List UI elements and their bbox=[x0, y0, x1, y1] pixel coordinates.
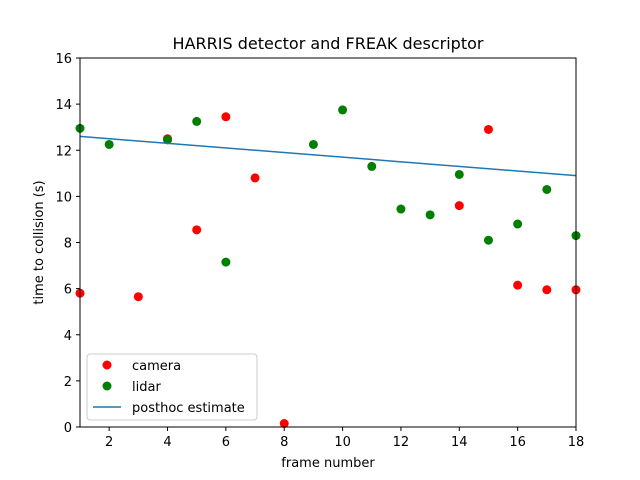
data-point-camera bbox=[133, 292, 143, 302]
y-tick-label: 8 bbox=[64, 237, 72, 252]
x-tick-label: 12 bbox=[393, 435, 410, 450]
data-point-lidar bbox=[367, 161, 377, 171]
x-tick-label: 16 bbox=[509, 435, 526, 450]
data-point-camera bbox=[542, 285, 552, 295]
data-point-lidar bbox=[483, 235, 493, 245]
legend-label-lidar: lidar bbox=[132, 380, 161, 395]
data-point-lidar bbox=[396, 204, 406, 214]
y-tick-label: 14 bbox=[55, 98, 72, 113]
data-point-camera bbox=[483, 124, 493, 134]
data-point-lidar bbox=[308, 139, 318, 149]
y-tick-label: 6 bbox=[64, 283, 72, 298]
y-tick-label: 12 bbox=[55, 144, 72, 159]
data-point-lidar bbox=[425, 210, 435, 220]
data-point-lidar bbox=[542, 184, 552, 194]
legend-box bbox=[86, 353, 258, 421]
data-point-camera bbox=[513, 280, 523, 290]
data-point-lidar bbox=[163, 135, 173, 145]
data-point-lidar bbox=[454, 169, 464, 179]
data-point-lidar bbox=[104, 139, 114, 149]
data-point-lidar bbox=[338, 105, 348, 115]
y-axis-ticks: 0 2 4 6 8 10 12 14 16 bbox=[55, 52, 80, 436]
x-tick-label: 2 bbox=[105, 435, 113, 450]
y-tick-label: 2 bbox=[64, 375, 72, 390]
data-point-camera bbox=[250, 173, 260, 183]
x-axis-ticks: 2 4 6 8 10 12 14 16 18 bbox=[105, 427, 584, 450]
data-point-lidar bbox=[221, 257, 231, 267]
x-tick-label: 14 bbox=[451, 435, 468, 450]
legend: camera lidar posthoc estimate bbox=[86, 353, 258, 421]
legend-label-posthoc-estimate: posthoc estimate bbox=[132, 401, 245, 416]
y-tick-label: 4 bbox=[64, 329, 72, 344]
chart-title: HARRIS detector and FREAK descriptor bbox=[173, 34, 484, 53]
x-tick-label: 18 bbox=[568, 435, 585, 450]
data-point-camera bbox=[454, 201, 464, 211]
y-tick-label: 10 bbox=[55, 190, 72, 205]
data-point-camera bbox=[221, 112, 231, 122]
data-point-lidar bbox=[192, 116, 202, 126]
y-axis-label: time to collision (s) bbox=[32, 180, 47, 304]
x-tick-label: 8 bbox=[280, 435, 288, 450]
data-point-camera bbox=[279, 419, 289, 429]
legend-label-camera: camera bbox=[132, 359, 181, 374]
legend-swatch-camera bbox=[102, 360, 112, 370]
data-point-lidar bbox=[513, 219, 523, 229]
y-tick-label: 0 bbox=[64, 421, 72, 436]
x-axis-label: frame number bbox=[281, 456, 375, 471]
legend-swatch-lidar bbox=[102, 381, 112, 391]
y-tick-label: 16 bbox=[55, 52, 72, 67]
data-point-camera bbox=[192, 225, 202, 235]
x-tick-label: 6 bbox=[222, 435, 230, 450]
x-tick-label: 10 bbox=[334, 435, 351, 450]
series-line-posthoc-estimate bbox=[79, 135, 577, 177]
x-tick-label: 4 bbox=[163, 435, 171, 450]
